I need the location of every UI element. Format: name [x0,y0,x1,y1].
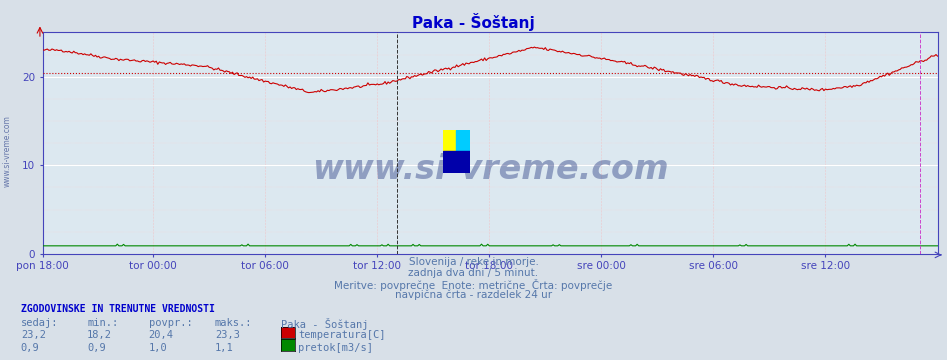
Text: Meritve: povprečne  Enote: metrične  Črta: povprečje: Meritve: povprečne Enote: metrične Črta:… [334,279,613,291]
Text: 1,0: 1,0 [149,343,168,353]
Text: 0,9: 0,9 [87,343,106,353]
Text: sedaj:: sedaj: [21,318,59,328]
Text: 20,4: 20,4 [149,330,173,341]
Bar [443,130,456,173]
Text: 23,3: 23,3 [215,330,240,341]
Text: ZGODOVINSKE IN TRENUTNE VREDNOSTI: ZGODOVINSKE IN TRENUTNE VREDNOSTI [21,304,215,314]
Text: povpr.:: povpr.: [149,318,192,328]
Text: 1,1: 1,1 [215,343,234,353]
Text: 23,2: 23,2 [21,330,45,341]
Text: 18,2: 18,2 [87,330,112,341]
Text: pretok[m3/s]: pretok[m3/s] [298,343,373,353]
Text: www.si-vreme.com: www.si-vreme.com [312,153,669,186]
Text: zadnja dva dni / 5 minut.: zadnja dva dni / 5 minut. [408,268,539,278]
Text: maks.:: maks.: [215,318,253,328]
Text: Paka - Šoštanj: Paka - Šoštanj [281,318,368,329]
Text: temperatura[C]: temperatura[C] [298,330,385,341]
Text: navpična črta - razdelek 24 ur: navpična črta - razdelek 24 ur [395,290,552,300]
Text: Paka - Šoštanj: Paka - Šoštanj [412,13,535,31]
Bar [443,151,470,173]
Text: Slovenija / reke in morje.: Slovenija / reke in morje. [408,257,539,267]
Text: min.:: min.: [87,318,118,328]
Text: www.si-vreme.com: www.si-vreme.com [3,115,12,187]
Text: 0,9: 0,9 [21,343,40,353]
Bar [456,130,470,173]
